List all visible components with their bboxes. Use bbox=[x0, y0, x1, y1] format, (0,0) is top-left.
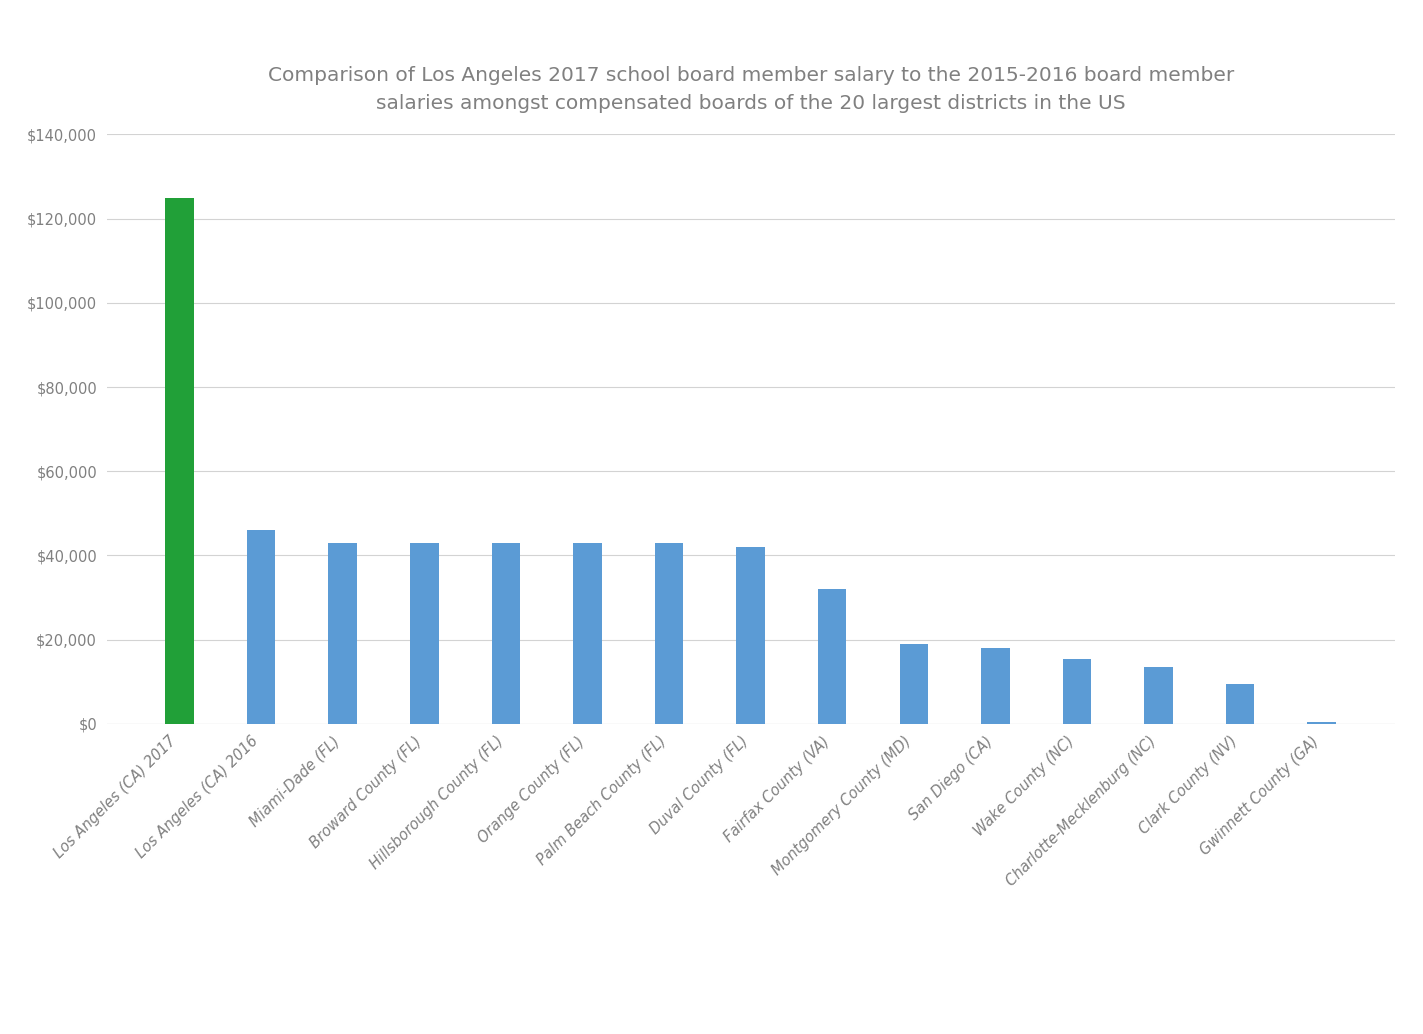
Bar bbox=[899, 644, 928, 724]
Bar bbox=[818, 589, 847, 724]
Bar bbox=[1063, 659, 1091, 724]
Bar bbox=[573, 543, 602, 724]
Bar bbox=[980, 648, 1010, 724]
Bar bbox=[246, 530, 276, 724]
Bar bbox=[491, 543, 521, 724]
Bar bbox=[1225, 683, 1255, 724]
Title: Comparison of Los Angeles 2017 school board member salary to the 2015-2016 board: Comparison of Los Angeles 2017 school bo… bbox=[268, 66, 1234, 114]
Bar bbox=[329, 543, 357, 724]
Bar bbox=[165, 197, 194, 724]
Bar bbox=[410, 543, 438, 724]
Bar bbox=[1308, 722, 1336, 724]
Bar bbox=[1144, 667, 1173, 724]
Bar bbox=[736, 547, 766, 724]
Bar bbox=[655, 543, 683, 724]
